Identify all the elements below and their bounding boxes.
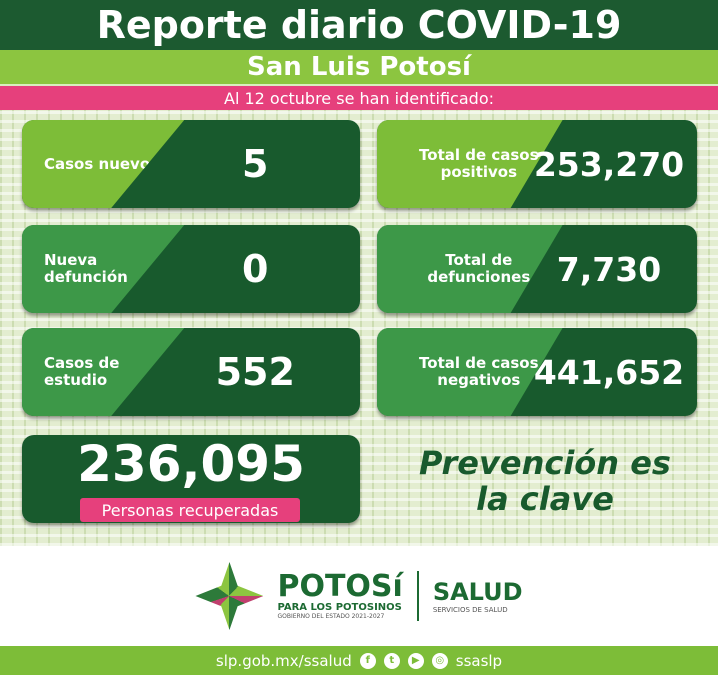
stats-panel: Casos nuevos 5 Nueva defunción 0 Casos d… [0, 110, 718, 546]
stat-value: 253,270 [533, 144, 685, 184]
stat-card-total-defunciones: Total de defunciones 7,730 [377, 225, 697, 313]
stat-label: Nueva defunción [22, 225, 185, 313]
slogan: Prevención es la clave [419, 444, 671, 518]
website-link[interactable]: slp.gob.mx/ssalud [215, 651, 352, 670]
salud-logo: SALUD SERVICIOS DE SALUD [433, 578, 523, 614]
stat-value: 0 [242, 247, 269, 291]
recovered-card: 236,095 Personas recuperadas [22, 435, 360, 523]
stat-value: 552 [215, 350, 295, 394]
logo-potosi: POTOSí [277, 569, 403, 604]
stat-card-casos-nuevos: Casos nuevos 5 [22, 120, 360, 208]
stat-value: 5 [242, 142, 269, 186]
stat-card-total-negativos: Total de casos negativos 441,652 [377, 328, 697, 416]
recovered-label: Personas recuperadas [80, 498, 300, 522]
youtube-icon[interactable]: ▶ [407, 652, 424, 669]
logo-servicios: SERVICIOS DE SALUD [432, 606, 508, 614]
divider [416, 571, 419, 621]
stat-card-casos-estudio: Casos de estudio 552 [22, 328, 360, 416]
report-title: Reporte diario COVID-19 [0, 0, 718, 50]
instagram-icon[interactable]: ◎ [431, 652, 448, 669]
potosi-logo: POTOSí PARA LOS POTOSINOS GOBIERNO DEL E… [277, 569, 403, 621]
stat-value: 7,730 [556, 249, 662, 289]
potosi-emblem-icon [195, 562, 264, 630]
region-title: San Luis Potosí [0, 50, 718, 86]
stat-value: 441,652 [533, 352, 685, 392]
recovered-value: 236,095 [77, 435, 305, 493]
twitter-icon[interactable]: t [383, 652, 400, 669]
social-handle[interactable]: ssaslp [455, 651, 503, 670]
stat-card-total-positivos: Total de casos positivos 253,270 [377, 120, 697, 208]
logos: POTOSí PARA LOS POTOSINOS GOBIERNO DEL E… [0, 546, 718, 646]
logo-gobierno: GOBIERNO DEL ESTADO 2021-2027 [277, 613, 385, 620]
logo-para: PARA LOS POTOSINOS [277, 602, 402, 613]
footer: slp.gob.mx/ssalud f t ▶ ◎ ssaslp [0, 646, 718, 675]
logo-salud: SALUD [432, 578, 523, 606]
stat-card-nueva-defuncion: Nueva defunción 0 [22, 225, 360, 313]
facebook-icon[interactable]: f [359, 652, 376, 669]
date-line: Al 12 octubre se han identificado: [0, 86, 718, 110]
